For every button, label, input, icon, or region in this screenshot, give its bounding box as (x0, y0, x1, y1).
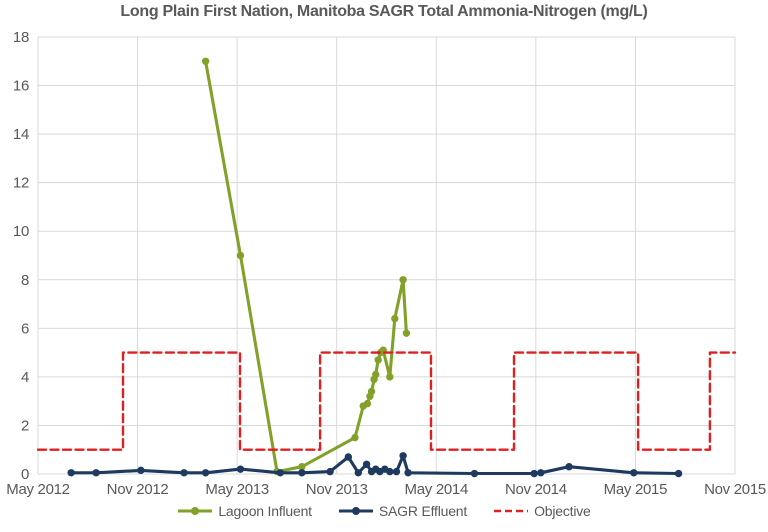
sagr-effluent-marker (399, 452, 407, 460)
y-axis-labels: 0 2 4 6 8 10 12 14 16 18 (13, 29, 29, 483)
lagoon-influent-series (201, 57, 411, 476)
x-tick-label: May 2013 (205, 481, 268, 498)
lagoon-influent-marker (399, 276, 407, 284)
y-tick-label: 14 (13, 126, 29, 143)
objective-line (36, 351, 737, 451)
sagr-effluent-series (67, 452, 683, 478)
sagr-effluent-marker (92, 469, 100, 477)
sagr-effluent-marker (137, 466, 145, 475)
gridlines (37, 36, 736, 475)
sagr-effluent-marker (470, 469, 479, 478)
lagoon-influent-marker (374, 356, 382, 364)
sagr-effluent-marker (354, 469, 362, 477)
x-tick-label: Nov 2012 (107, 481, 169, 498)
lagoon-influent-marker (298, 463, 306, 471)
sagr-effluent-marker (537, 469, 545, 477)
sagr-effluent-marker (392, 467, 401, 476)
y-tick-label: 4 (21, 369, 29, 386)
legend-label: Objective (534, 503, 591, 519)
legend-item-sagr-effluent: SAGR Effluent (338, 503, 467, 519)
y-tick-label: 10 (13, 223, 29, 240)
legend-label: Lagoon Influent (218, 503, 312, 519)
lagoon-influent-marker (236, 251, 245, 260)
x-tick-label: Nov 2014 (505, 481, 567, 498)
legend-item-objective: Objective (493, 503, 591, 519)
sagr-effluent-marker (201, 469, 210, 477)
lagoon-influent-marker (367, 387, 376, 396)
x-tick-label: Nov 2013 (306, 481, 368, 498)
sagr-effluent-marker (326, 467, 334, 476)
sagr-effluent-marker (180, 469, 188, 477)
y-tick-label: 0 (21, 466, 29, 483)
y-tick-label: 8 (21, 272, 29, 289)
sagr-effluent-marker (530, 469, 538, 478)
y-tick-label: 12 (13, 175, 29, 192)
sagr-effluent-legend-swatch (338, 507, 373, 515)
x-tick-label: May 2015 (604, 481, 667, 498)
sagr-effluent-marker (404, 469, 412, 477)
y-tick-label: 6 (21, 320, 29, 337)
chart-title: Long Plain First Nation, Manitoba SAGR T… (120, 3, 648, 20)
sagr-effluent-marker (386, 467, 394, 476)
x-tick-label: Nov 2015 (704, 481, 766, 498)
lagoon-influent-marker (351, 433, 359, 442)
sagr-effluent-marker (565, 463, 573, 471)
sagr-effluent-marker (362, 460, 371, 468)
objective-series (36, 351, 737, 451)
lagoon-influent-marker (386, 373, 394, 381)
sagr-effluent-marker (630, 469, 638, 477)
y-tick-label: 18 (13, 29, 29, 46)
y-tick-label: 16 (13, 78, 29, 95)
x-axis-labels: May 2012 Nov 2012 May 2013 Nov 2013 May 2014… (6, 481, 766, 498)
y-tick-label: 2 (21, 417, 29, 434)
lagoon-influent-legend-swatch (178, 507, 213, 515)
objective-legend-swatch (494, 509, 529, 513)
sagr-effluent-marker (67, 469, 75, 477)
x-tick-label: May 2012 (6, 481, 69, 498)
legend: Lagoon Influent SAGR Effluent Objective (0, 503, 768, 519)
lagoon-influent-marker (363, 399, 372, 408)
lagoon-influent-line (204, 59, 408, 474)
legend-item-lagoon-influent: Lagoon Influent (177, 503, 312, 519)
sagr-effluent-marker (298, 469, 306, 477)
legend-label: SAGR Effluent (378, 503, 468, 519)
lagoon-influent-marker (201, 57, 210, 65)
lagoon-influent-marker (402, 329, 411, 337)
sagr-effluent-marker (236, 465, 245, 473)
lagoon-influent-marker (391, 314, 399, 323)
sagr-effluent-marker (276, 469, 284, 477)
x-tick-label: May 2014 (405, 481, 468, 498)
lagoon-influent-marker (372, 370, 380, 379)
sagr-effluent-marker (674, 469, 683, 478)
sagr-effluent-marker (344, 453, 353, 461)
